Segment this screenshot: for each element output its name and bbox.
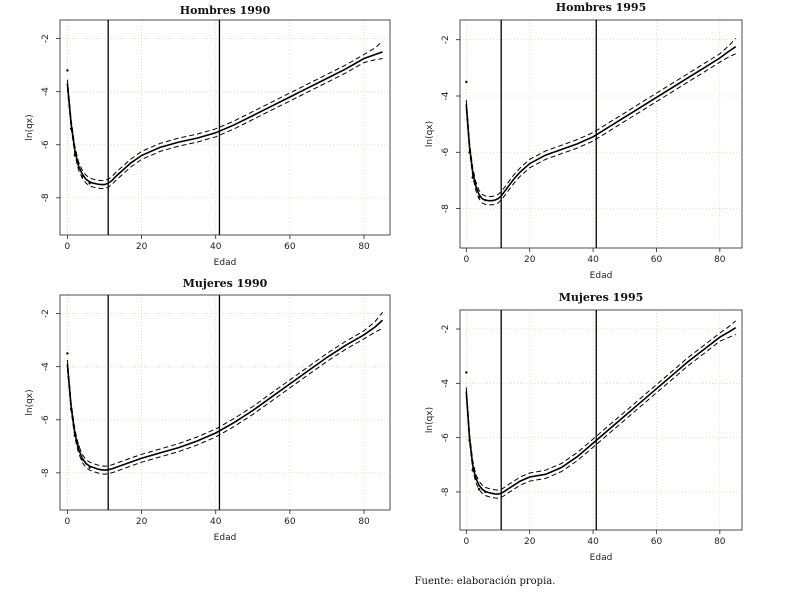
- plot-frame: [59, 19, 391, 236]
- y-tick-label: -4: [441, 91, 451, 100]
- series-upper-line: [465, 320, 737, 491]
- series-lower-line: [66, 58, 383, 189]
- observed-point: [468, 151, 471, 154]
- observed-point: [465, 371, 468, 374]
- y-tick-label: -6: [41, 140, 51, 149]
- series-estimate-line: [465, 46, 737, 202]
- y-axis-label: ln(qx): [425, 407, 435, 433]
- observed-point: [77, 162, 80, 165]
- y-tick-label: -4: [41, 362, 51, 371]
- x-tick-label: 60: [284, 242, 296, 252]
- series-estimate-line: [66, 51, 383, 186]
- series-estimate-line: [66, 319, 384, 472]
- series-estimate-line: [465, 327, 737, 495]
- y-tick-label: -2: [41, 309, 51, 318]
- chart-title: Mujeres 1990: [183, 277, 268, 290]
- chart-panel-0: 0 20 40 60 80 -2 -4 -6 -8 Hombres 1990 Edad ln(qx): [25, 4, 391, 268]
- observed-point: [477, 196, 481, 199]
- observed-point: [81, 458, 84, 461]
- observed-point: [471, 469, 474, 472]
- observed-point: [73, 434, 77, 437]
- observed-point: [66, 69, 69, 72]
- chart-panel-3: 0 20 40 60 80 -2 -4 -6 -8 Mujeres 1995 Edad ln(qx): [425, 291, 743, 563]
- observed-point: [77, 445, 80, 448]
- y-tick-label: -8: [41, 468, 51, 477]
- x-axis-label: Edad: [214, 258, 237, 268]
- x-tick-label: 40: [587, 255, 599, 265]
- observed-point: [465, 80, 468, 84]
- source-note: Fuente: elaboración propia.: [414, 576, 556, 587]
- x-tick-label: 20: [136, 517, 148, 527]
- observed-point: [73, 154, 77, 157]
- chart-title: Hombres 1990: [180, 4, 271, 17]
- observed-point: [474, 182, 478, 185]
- chart-title: Hombres 1995: [556, 1, 647, 14]
- y-axis-label: ln(qx): [25, 114, 35, 140]
- x-tick-label: 80: [714, 255, 726, 265]
- chart-panel-1: 0 20 40 60 80 -2 -4 -6 -8 Hombres 1995 Edad ln(qx): [425, 1, 743, 281]
- series-upper-line: [66, 40, 383, 182]
- chart-panel-2: 0 20 40 60 80 -2 -4 -6 -8 Mujeres 1990 Edad ln(qx): [25, 277, 391, 543]
- y-tick-label: -6: [441, 433, 451, 442]
- x-tick-label: 40: [210, 242, 222, 252]
- x-tick-label: 0: [65, 517, 71, 527]
- y-tick-label: -4: [41, 87, 51, 96]
- x-tick-label: 80: [358, 517, 370, 527]
- observed-point: [69, 407, 73, 411]
- x-tick-label: 60: [284, 517, 296, 527]
- plot-frame: [59, 294, 391, 511]
- observed-point: [69, 127, 73, 131]
- series-upper-line: [66, 311, 383, 467]
- x-tick-label: 20: [136, 242, 148, 252]
- observed-point: [474, 477, 478, 480]
- x-axis-label: Edad: [590, 271, 613, 281]
- observed-point: [66, 352, 69, 355]
- y-axis-label: ln(qx): [25, 389, 35, 415]
- observed-point: [88, 182, 91, 185]
- chart-title: Mujeres 1995: [559, 291, 644, 304]
- y-tick-label: -2: [441, 35, 451, 44]
- x-tick-label: 0: [463, 255, 469, 265]
- x-tick-label: 20: [524, 537, 536, 547]
- observed-point: [477, 488, 481, 491]
- x-tick-label: 40: [210, 517, 222, 527]
- y-tick-label: -2: [441, 325, 451, 334]
- series-upper-line: [465, 37, 737, 197]
- plot-frame: [459, 309, 743, 531]
- observed-point: [484, 198, 487, 202]
- x-axis-label: Edad: [590, 553, 613, 563]
- x-tick-label: 40: [587, 537, 599, 547]
- y-tick-label: -6: [441, 148, 451, 157]
- series-lower-line: [66, 327, 383, 475]
- x-tick-label: 60: [651, 537, 663, 547]
- y-tick-label: -4: [441, 379, 451, 388]
- observed-point: [88, 466, 91, 469]
- x-tick-label: 0: [65, 242, 71, 252]
- y-tick-label: -6: [41, 415, 51, 424]
- observed-point: [471, 176, 474, 179]
- y-tick-label: -2: [41, 34, 51, 43]
- x-tick-label: 60: [651, 255, 663, 265]
- series-lower-line: [465, 333, 736, 499]
- x-tick-label: 80: [358, 242, 370, 252]
- y-axis-label: ln(qx): [425, 121, 435, 147]
- x-axis-label: Edad: [214, 533, 237, 543]
- x-tick-label: 0: [463, 537, 469, 547]
- x-tick-label: 20: [524, 255, 536, 265]
- observed-point: [81, 175, 84, 178]
- x-tick-label: 80: [714, 537, 726, 547]
- y-tick-label: -8: [41, 193, 51, 202]
- series-lower-line: [465, 53, 736, 206]
- plot-frame: [459, 19, 743, 249]
- y-tick-label: -8: [441, 204, 451, 213]
- y-tick-label: -8: [441, 487, 451, 496]
- observed-point: [484, 490, 487, 494]
- observed-point: [468, 439, 471, 442]
